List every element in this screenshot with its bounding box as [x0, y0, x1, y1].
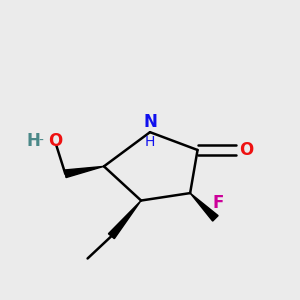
Text: N: N [143, 113, 157, 131]
Text: O: O [239, 141, 254, 159]
Text: F: F [213, 194, 224, 211]
Polygon shape [108, 200, 141, 239]
Polygon shape [64, 166, 104, 178]
Text: H: H [26, 132, 40, 150]
Text: -: - [38, 134, 43, 148]
Polygon shape [190, 193, 218, 221]
Text: H: H [145, 134, 155, 148]
Text: O: O [48, 132, 63, 150]
